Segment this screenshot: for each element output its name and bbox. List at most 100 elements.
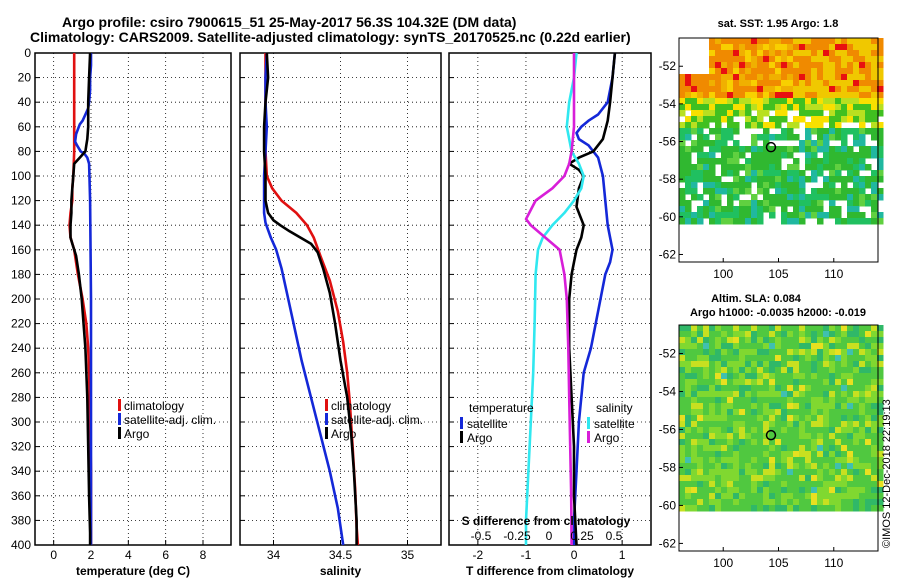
map-cell xyxy=(769,86,776,93)
map-cell xyxy=(847,427,854,434)
map-cell xyxy=(697,116,704,123)
map-cell xyxy=(697,355,704,362)
map-cell xyxy=(691,355,698,362)
map-cell xyxy=(817,68,824,75)
map-cell xyxy=(769,487,776,494)
map-cell xyxy=(817,116,824,123)
map-cell xyxy=(799,146,806,153)
map-cell xyxy=(823,433,830,440)
map-cell xyxy=(799,50,806,57)
map-cell xyxy=(715,140,722,147)
map-cell xyxy=(859,331,866,338)
map-cell xyxy=(757,463,764,470)
map-cell xyxy=(835,505,842,512)
map-cell xyxy=(781,439,788,446)
map-cell xyxy=(871,409,878,416)
map-cell xyxy=(877,74,884,81)
map-cell xyxy=(781,355,788,362)
map-cell xyxy=(733,188,740,195)
map-cell xyxy=(865,451,872,458)
map-cell xyxy=(853,343,860,350)
map-cell xyxy=(751,391,758,398)
map-cell xyxy=(721,98,728,105)
map-cell xyxy=(811,499,818,506)
map-cell xyxy=(697,337,704,344)
map-cell xyxy=(727,56,734,63)
map-cell xyxy=(835,56,842,63)
map-cell xyxy=(757,146,764,153)
map-cell xyxy=(835,331,842,338)
map-cell xyxy=(703,122,710,129)
map-cell xyxy=(805,44,812,51)
map-cell xyxy=(703,463,710,470)
map-cell xyxy=(841,331,848,338)
map-cell xyxy=(715,176,722,183)
map-cell xyxy=(811,116,818,123)
map-cell xyxy=(679,146,686,153)
map-cell xyxy=(781,38,788,45)
map-cell xyxy=(859,116,866,123)
map-cell xyxy=(715,457,722,464)
map-cell xyxy=(775,110,782,117)
map-cell xyxy=(721,158,728,165)
map-cell xyxy=(727,80,734,87)
map-cell xyxy=(775,200,782,207)
map-cell xyxy=(691,427,698,434)
map-cell xyxy=(781,212,788,219)
map-cell xyxy=(835,469,842,476)
map-cell xyxy=(679,415,686,422)
map-cell xyxy=(751,403,758,410)
map-cell xyxy=(859,493,866,500)
map-cell xyxy=(751,218,758,225)
map-cell xyxy=(871,38,878,45)
map-cell xyxy=(757,104,764,111)
map-cell xyxy=(865,403,872,410)
map-cell xyxy=(679,499,686,506)
map-cell xyxy=(709,373,716,380)
map-cell xyxy=(787,415,794,422)
map-cell xyxy=(823,427,830,434)
map-cell xyxy=(835,367,842,374)
map-cell xyxy=(703,331,710,338)
map-cell xyxy=(817,421,824,428)
map-cell xyxy=(745,86,752,93)
map-cell xyxy=(793,68,800,75)
map-cell xyxy=(721,38,728,45)
map-cell xyxy=(685,74,692,81)
map-cell xyxy=(793,475,800,482)
map-cell xyxy=(859,469,866,476)
map-cell xyxy=(757,218,764,225)
map-cell xyxy=(877,140,884,147)
map-cell xyxy=(691,457,698,464)
map-cell xyxy=(823,62,830,69)
map-cell xyxy=(703,212,710,219)
map-cell xyxy=(811,331,818,338)
map-cell xyxy=(829,469,836,476)
map-cell xyxy=(829,373,836,380)
map-cell xyxy=(829,122,836,129)
map-cell xyxy=(679,128,686,135)
map-cell xyxy=(859,212,866,219)
sla-map-title-1: Altim. SLA: 0.084 xyxy=(711,293,802,305)
map-cell xyxy=(847,146,854,153)
map-cell xyxy=(877,349,884,356)
map-cell xyxy=(745,80,752,87)
map-cell xyxy=(817,505,824,512)
map-cell xyxy=(679,409,686,416)
map-cell xyxy=(841,403,848,410)
map-cell xyxy=(715,116,722,123)
map-cell xyxy=(697,176,704,183)
map-cell xyxy=(727,182,734,189)
map-cell xyxy=(847,403,854,410)
map-tick-label-y: -54 xyxy=(659,97,677,111)
map-cell xyxy=(685,475,692,482)
map-cell xyxy=(805,337,812,344)
map-cell xyxy=(739,433,746,440)
map-cell xyxy=(709,62,716,69)
map-cell xyxy=(739,367,746,374)
map-cell xyxy=(853,104,860,111)
map-cell xyxy=(781,176,788,183)
map-cell xyxy=(715,206,722,213)
map-cell xyxy=(853,409,860,416)
map-cell xyxy=(775,86,782,93)
